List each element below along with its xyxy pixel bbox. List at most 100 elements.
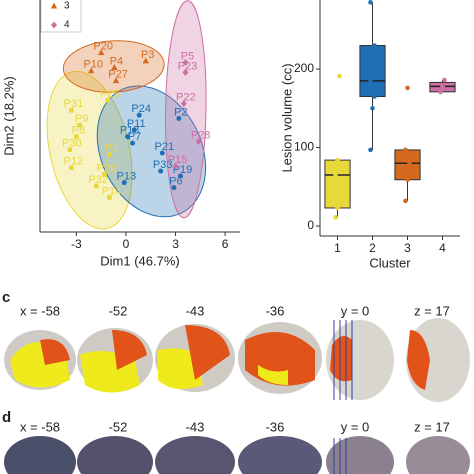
point-label: P4 (110, 55, 123, 67)
point-label: P6 (169, 175, 182, 187)
point (88, 67, 95, 74)
point (407, 160, 412, 166)
point (333, 172, 338, 178)
x-tick-label: 2 (369, 241, 376, 255)
slice-label: -36 (266, 303, 285, 318)
point-label: P30 (62, 138, 82, 150)
point (337, 192, 342, 197)
x-tick-label: -3 (71, 237, 82, 251)
point (125, 134, 131, 140)
point (182, 68, 189, 76)
point-label: P31 (64, 98, 84, 110)
point-label: P23 (178, 60, 198, 72)
point (74, 134, 79, 139)
point (171, 185, 177, 191)
point (97, 49, 105, 56)
point (195, 138, 202, 146)
point-label: P20 (93, 41, 113, 53)
point (107, 195, 112, 200)
point (438, 89, 443, 95)
point (67, 147, 73, 153)
point (372, 43, 377, 48)
y-axis-label: Lesion volume (cc) (279, 63, 294, 172)
legend-symbol (51, 21, 57, 29)
point (182, 59, 189, 67)
point (102, 172, 107, 177)
point (176, 115, 182, 121)
point (121, 180, 127, 186)
brain-row-c (4, 318, 470, 402)
legend-symbol (50, 2, 58, 9)
slice-label: z = 17 (414, 419, 450, 434)
x-tick-label: 3 (172, 237, 179, 251)
point-label: P8 (72, 124, 85, 136)
point (69, 165, 74, 171)
point-label: P12 (64, 156, 84, 168)
slice-label: y = 0 (341, 303, 370, 318)
point (131, 127, 137, 133)
point-label: P13 (117, 171, 137, 183)
brain-row-d (4, 436, 470, 474)
point-label: P26 (97, 162, 117, 174)
slice-label: x = -58 (20, 303, 60, 318)
x-axis-label: Cluster (369, 255, 411, 270)
point (335, 157, 340, 163)
panel-letter: d (2, 409, 11, 426)
point (403, 147, 408, 153)
slice-label: x = -58 (20, 419, 60, 434)
slice-label: -43 (186, 419, 205, 434)
point (159, 150, 165, 156)
y-tick-label: 200 (294, 61, 314, 75)
y-tick-label: 0 (307, 218, 314, 232)
box (394, 149, 421, 181)
slice-label: y = 0 (341, 419, 370, 434)
legend-label: 4 (64, 20, 70, 31)
x-tick-label: 1 (334, 241, 341, 255)
slice-label: -52 (109, 419, 128, 434)
point (372, 94, 377, 99)
point-label: P18 (120, 124, 140, 136)
point-label: P14 (102, 185, 122, 197)
point-label: P21 (155, 141, 175, 153)
point-label: P1 (105, 143, 118, 155)
point (337, 73, 342, 79)
legend-box (40, 0, 82, 33)
point (440, 84, 445, 89)
x-axis-label: Dim1 (46.7%) (100, 253, 179, 268)
point-label: P22 (176, 92, 196, 104)
y-axis-label: Dim2 (18.2%) (1, 76, 16, 155)
x-tick-label: 4 (439, 241, 446, 255)
point (93, 183, 99, 189)
point (368, 147, 373, 153)
point (180, 100, 187, 108)
x-tick-label: 6 (222, 237, 229, 251)
point (405, 85, 410, 91)
point-label: P7 (128, 131, 141, 143)
point (368, 0, 373, 5)
point (142, 57, 149, 64)
legend-label: 3 (64, 1, 70, 12)
point (405, 177, 410, 183)
point (370, 66, 375, 72)
slice-label: -52 (109, 303, 128, 318)
point-label: P5 (181, 50, 194, 62)
point-label: P9 (75, 113, 88, 125)
point (442, 77, 447, 83)
point (368, 78, 373, 84)
y-tick-label: 100 (294, 140, 314, 154)
point (172, 162, 179, 170)
point-label: P2 (174, 106, 187, 118)
point (107, 152, 112, 157)
point-label: P25 (100, 88, 120, 100)
slice-label: -43 (186, 303, 205, 318)
point (111, 63, 118, 70)
point (158, 168, 164, 174)
panel-letter: c (2, 289, 10, 306)
point (77, 122, 82, 128)
point-label: P11 (127, 118, 146, 130)
point (130, 140, 136, 146)
point-label: P28 (191, 129, 211, 141)
point-label: P15 (168, 154, 188, 166)
point-label: P3 (141, 49, 154, 61)
